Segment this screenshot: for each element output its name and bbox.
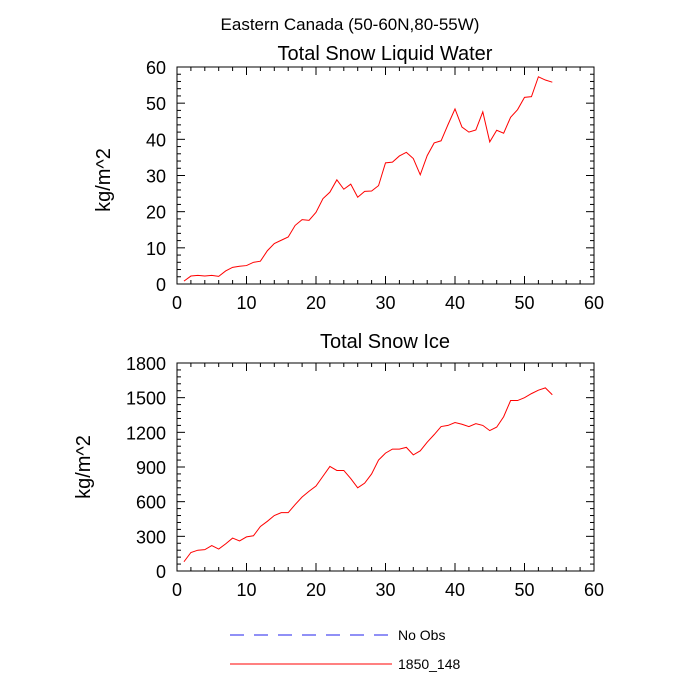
y-tick-label: 1500 [126,389,166,409]
x-tick-label: 50 [514,293,534,313]
legend-label-1850-148: 1850_148 [398,656,461,672]
legend-label-no-obs: No Obs [398,627,445,643]
y-tick-label: 900 [136,458,166,478]
panel-title: Total Snow Liquid Water [278,43,493,65]
legend: No Obs 1850_148 [230,627,461,672]
x-tick-label: 0 [172,293,182,313]
y-tick-label: 600 [136,493,166,513]
y-tick-label: 1800 [126,354,166,374]
y-tick-label: 60 [146,58,166,78]
y-tick-label: 20 [146,203,166,223]
x-tick-label: 10 [236,293,256,313]
y-tick-label: 0 [156,562,166,582]
x-tick-label: 30 [375,293,395,313]
panel-total-snow-ice: Total Snow Ice kg/m^2 0 10 20 30 40 50 6003006… [73,331,604,600]
y-axis-label: kg/m^2 [73,435,95,499]
panel-title: Total Snow Ice [320,331,450,353]
x-tick-label: 50 [514,580,534,600]
series-layer [183,387,553,563]
x-tick-label: 20 [306,580,326,600]
axis-ticks [176,362,595,572]
x-tick-label: 60 [584,580,604,600]
y-axis-label: kg/m^2 [93,148,115,212]
y-tick-label: 300 [136,527,166,547]
plot-frame [176,66,595,285]
x-tick-label: 60 [584,293,604,313]
y-tick-label: 50 [146,94,166,114]
series-line-1850_148 [183,387,553,563]
y-tick-label: 10 [146,239,166,259]
x-tick-label: 40 [445,293,465,313]
figure-title: Eastern Canada (50-60N,80-55W) [221,15,480,34]
x-tick-label: 0 [172,580,182,600]
x-tick-label: 40 [445,580,465,600]
y-tick-label: 30 [146,167,166,187]
panel-total-snow-liquid-water: Total Snow Liquid Water kg/m^2 0 10 20 30 40… [93,43,604,313]
plot-frame [176,362,595,572]
x-tick-label: 30 [375,580,395,600]
y-tick-label: 1200 [126,423,166,443]
x-tick-label: 10 [236,580,256,600]
series-layer [183,76,553,282]
axis-ticks [176,66,595,285]
series-line-1850_148 [183,76,553,282]
y-tick-label: 0 [156,275,166,295]
y-tick-label: 40 [146,130,166,150]
x-tick-label: 20 [306,293,326,313]
axis-tick-labels: 0 10 20 30 40 50 60 0 10 20 30 40 50 60 [146,58,604,313]
